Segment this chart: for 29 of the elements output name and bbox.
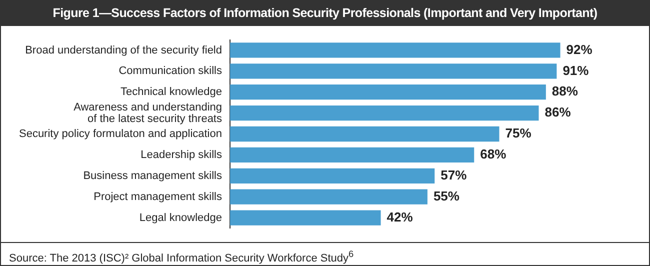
bar	[230, 210, 381, 226]
chart-title: Figure 1—Success Factors of Information Security Professionals (Important and Very Important)	[1, 1, 649, 26]
data-label: 55%	[433, 188, 460, 204]
y-tick-label: Security policy formulaton and application	[18, 128, 222, 140]
y-tick-label: Leadership skills	[140, 148, 222, 161]
y-tick-label: Legal knowledge	[139, 212, 222, 224]
y-tick-label: Project management skills	[94, 190, 222, 203]
y-tick-label: Technical knowledge	[120, 86, 222, 98]
bar	[230, 42, 560, 58]
y-tick-label: Awareness and understanding of the latest security threats	[74, 101, 222, 125]
data-label: 42%	[386, 209, 414, 224]
data-label: 68%	[480, 146, 507, 162]
bar	[230, 189, 428, 204]
bar	[230, 105, 539, 121]
y-tick-label: Communication skills	[118, 65, 222, 78]
y-tick-label: Broad understanding of the security field	[25, 44, 222, 56]
bar	[230, 84, 546, 100]
bar	[230, 126, 500, 142]
bar	[230, 64, 557, 79]
data-label: 91%	[562, 62, 590, 78]
data-label: 86%	[544, 104, 572, 120]
bar	[230, 147, 474, 163]
bar	[230, 168, 435, 184]
data-label: 57%	[440, 167, 468, 182]
source-note: Source: The 2013 (ISC)² Global Information Security Workforce Study$^{6}$	[1, 242, 649, 265]
y-tick-label: Business management skills	[83, 170, 222, 182]
data-label: 75%	[505, 126, 532, 141]
data-label: 88%	[552, 84, 578, 99]
data-label: 92%	[566, 42, 593, 57]
